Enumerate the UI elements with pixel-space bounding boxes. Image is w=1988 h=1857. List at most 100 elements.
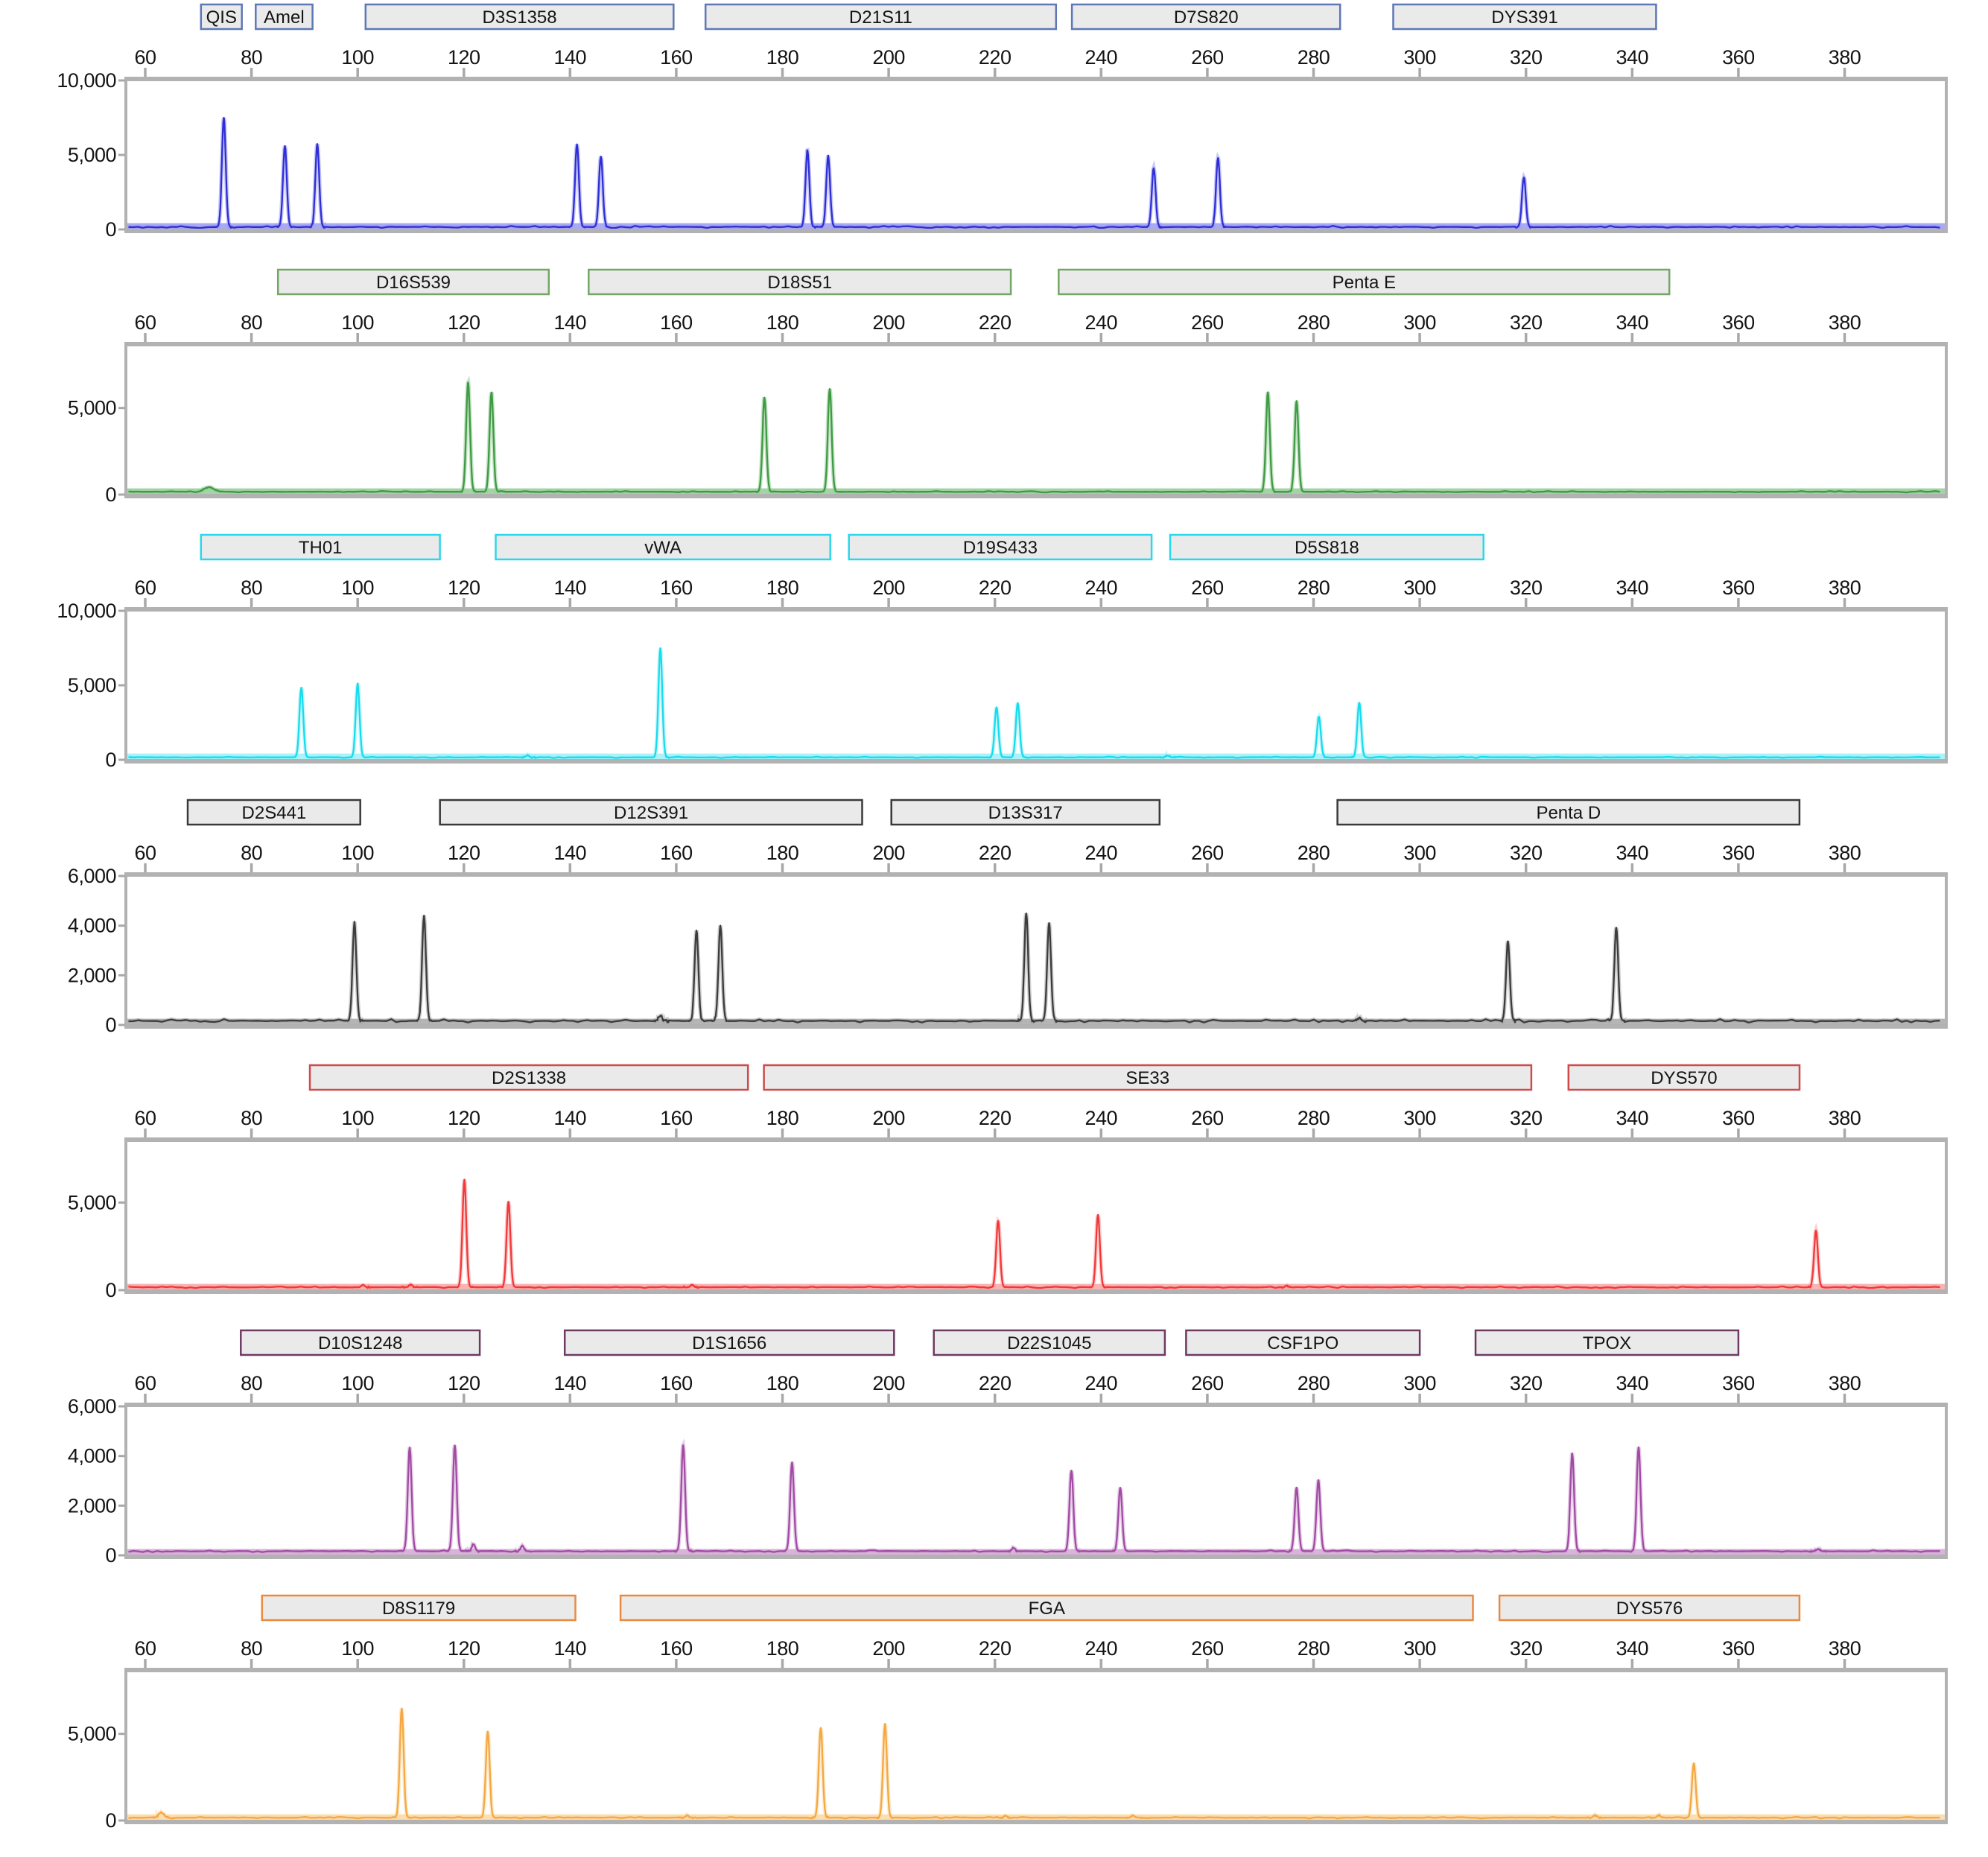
x-tick-label-140: 140 bbox=[554, 842, 587, 864]
x-tick-label-160: 160 bbox=[660, 842, 693, 864]
marker-box-D3S1358[interactable] bbox=[364, 3, 675, 31]
marker-label-D2S1338: D2S1338 bbox=[492, 1068, 566, 1088]
x-tick-label-100: 100 bbox=[341, 577, 374, 599]
x-tick-label-300: 300 bbox=[1403, 577, 1436, 599]
marker-label-CSF1PO: CSF1PO bbox=[1267, 1333, 1338, 1353]
marker-box-D21S11[interactable] bbox=[704, 3, 1058, 31]
x-tick-label-280: 280 bbox=[1298, 842, 1330, 864]
x-tick-label-340: 340 bbox=[1616, 311, 1649, 334]
y-tick-label-5,000: 5,000 bbox=[68, 1191, 116, 1213]
marker-box-DYS570[interactable] bbox=[1567, 1064, 1801, 1091]
x-tick-label-300: 300 bbox=[1403, 1637, 1436, 1660]
x-tick-label-340: 340 bbox=[1616, 577, 1649, 599]
y-tick-label-0: 0 bbox=[105, 749, 116, 771]
y-tick-label-4,000: 4,000 bbox=[68, 1445, 116, 1467]
x-tick-label-320: 320 bbox=[1510, 1372, 1543, 1394]
marker-box-D22S1045[interactable] bbox=[933, 1329, 1166, 1356]
marker-box-TH01[interactable] bbox=[200, 533, 441, 561]
trace-purple bbox=[128, 1444, 1940, 1553]
x-tick-label-220: 220 bbox=[979, 1107, 1012, 1129]
x-tick-label-340: 340 bbox=[1616, 46, 1649, 69]
x-tick-label-80: 80 bbox=[241, 1107, 262, 1129]
x-tick-label-280: 280 bbox=[1298, 1637, 1330, 1660]
x-tick-label-300: 300 bbox=[1403, 842, 1436, 864]
marker-box-Penta D[interactable] bbox=[1336, 799, 1801, 826]
marker-box-D7S820[interactable] bbox=[1070, 3, 1341, 31]
x-tick-label-280: 280 bbox=[1298, 1372, 1330, 1394]
marker-box-FGA[interactable] bbox=[619, 1594, 1474, 1622]
x-tick-label-80: 80 bbox=[241, 842, 262, 864]
y-tick-label-5,000: 5,000 bbox=[68, 1723, 116, 1745]
x-tick-label-200: 200 bbox=[872, 311, 905, 334]
marker-box-D2S1338[interactable] bbox=[308, 1064, 749, 1091]
trace-cyan bbox=[128, 647, 1940, 759]
x-tick-label-260: 260 bbox=[1191, 1107, 1224, 1129]
x-tick-label-360: 360 bbox=[1722, 577, 1755, 599]
panel-red: D2S1338 SE33 DYS570 60 80 100 120 140 160 180 200 2… bbox=[68, 1064, 1948, 1301]
x-tick-label-160: 160 bbox=[660, 311, 693, 334]
x-tick-label-100: 100 bbox=[341, 311, 374, 334]
marker-label-D13S317: D13S317 bbox=[988, 803, 1063, 823]
x-tick-label-140: 140 bbox=[554, 1107, 587, 1129]
marker-box-D8S1179[interactable] bbox=[261, 1594, 577, 1622]
x-tick-label-240: 240 bbox=[1085, 46, 1118, 69]
x-tick-label-60: 60 bbox=[134, 1107, 156, 1129]
marker-box-D5S818[interactable] bbox=[1169, 533, 1484, 561]
marker-box-D16S539[interactable] bbox=[276, 268, 550, 296]
x-tick-label-100: 100 bbox=[341, 1637, 374, 1660]
x-tick-label-60: 60 bbox=[134, 46, 156, 69]
panel-green: D16S539 D18S51 Penta E 60 80 100 120 140 160 180 2… bbox=[68, 268, 1948, 506]
x-tick-label-180: 180 bbox=[766, 1107, 799, 1129]
plot-area[interactable] bbox=[127, 80, 1946, 229]
marker-box-SE33[interactable] bbox=[763, 1064, 1533, 1091]
x-tick-label-200: 200 bbox=[872, 577, 905, 599]
x-tick-label-320: 320 bbox=[1510, 842, 1543, 864]
plot-area[interactable] bbox=[127, 1406, 1946, 1555]
trace-blue bbox=[128, 117, 1940, 229]
marker-box-D13S317[interactable] bbox=[890, 799, 1161, 826]
marker-box-D1S1656[interactable] bbox=[563, 1329, 895, 1356]
plot-area[interactable] bbox=[127, 611, 1946, 760]
x-tick-label-320: 320 bbox=[1510, 1107, 1543, 1129]
marker-label-D1S1656: D1S1656 bbox=[692, 1333, 766, 1353]
marker-box-D10S1248[interactable] bbox=[240, 1329, 481, 1356]
x-tick-label-380: 380 bbox=[1829, 311, 1861, 334]
x-tick-label-180: 180 bbox=[766, 311, 799, 334]
x-tick-label-120: 120 bbox=[448, 1372, 480, 1394]
marker-box-QIS[interactable] bbox=[200, 3, 243, 31]
y-tick-label-10,000: 10,000 bbox=[57, 69, 116, 92]
x-tick-label-180: 180 bbox=[766, 577, 799, 599]
marker-box-TPOX[interactable] bbox=[1474, 1329, 1740, 1356]
x-tick-label-160: 160 bbox=[660, 1372, 693, 1394]
marker-box-D2S441[interactable] bbox=[186, 799, 361, 826]
marker-label-DYS570: DYS570 bbox=[1651, 1068, 1717, 1088]
plot-area[interactable] bbox=[127, 346, 1946, 495]
marker-box-vWA[interactable] bbox=[495, 533, 831, 561]
marker-label-TPOX: TPOX bbox=[1583, 1333, 1631, 1353]
plot-area[interactable] bbox=[127, 1141, 1946, 1290]
marker-box-D18S51[interactable] bbox=[588, 268, 1012, 296]
marker-box-D19S433[interactable] bbox=[848, 533, 1153, 561]
marker-box-CSF1PO[interactable] bbox=[1185, 1329, 1421, 1356]
x-tick-label-260: 260 bbox=[1191, 577, 1224, 599]
plot-area[interactable] bbox=[127, 1672, 1946, 1821]
y-tick-label-0: 0 bbox=[105, 1279, 116, 1301]
marker-box-DYS576[interactable] bbox=[1498, 1594, 1801, 1622]
marker-box-D12S391[interactable] bbox=[439, 799, 863, 826]
x-tick-label-340: 340 bbox=[1616, 1372, 1649, 1394]
plot-area[interactable] bbox=[127, 876, 1946, 1025]
x-tick-label-220: 220 bbox=[979, 46, 1012, 69]
x-tick-label-280: 280 bbox=[1298, 46, 1330, 69]
marker-box-Penta E[interactable] bbox=[1058, 268, 1671, 296]
x-tick-label-140: 140 bbox=[554, 46, 587, 69]
x-tick-label-300: 300 bbox=[1403, 311, 1436, 334]
marker-label-vWA: vWA bbox=[644, 538, 682, 558]
marker-box-Amel[interactable] bbox=[255, 3, 314, 31]
x-tick-label-340: 340 bbox=[1616, 842, 1649, 864]
x-tick-label-380: 380 bbox=[1829, 46, 1861, 69]
x-tick-label-180: 180 bbox=[766, 1372, 799, 1394]
x-tick-label-180: 180 bbox=[766, 1637, 799, 1660]
marker-label-Amel: Amel bbox=[264, 7, 305, 28]
marker-box-DYS391[interactable] bbox=[1392, 3, 1657, 31]
x-tick-label-120: 120 bbox=[448, 1107, 480, 1129]
